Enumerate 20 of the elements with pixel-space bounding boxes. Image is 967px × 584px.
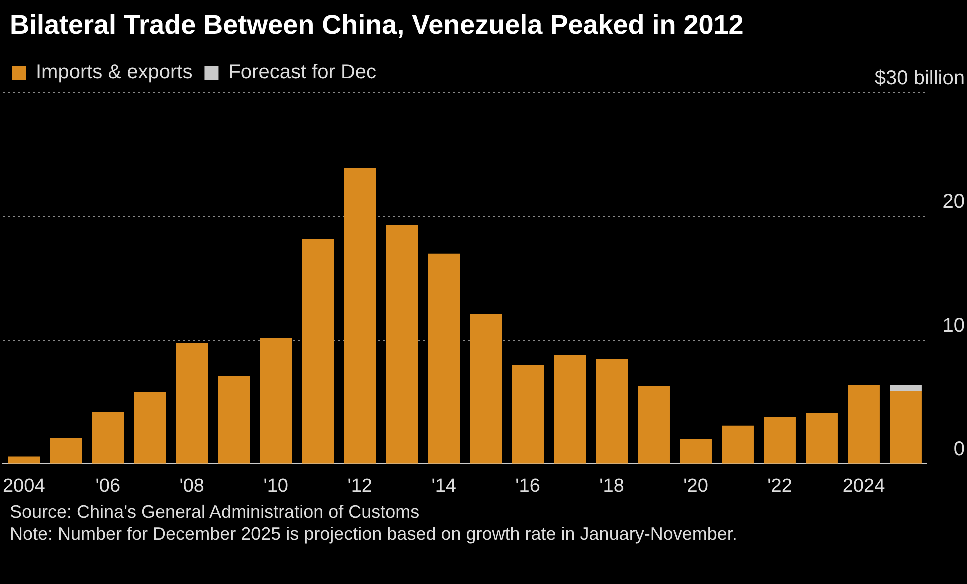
x-tick-label: '14 bbox=[432, 476, 457, 497]
x-tick-label: '10 bbox=[264, 476, 288, 497]
source-note: Source: China's General Administration of Customs bbox=[10, 501, 421, 523]
x-tick-label: '06 bbox=[96, 476, 121, 497]
x-tick-label: '20 bbox=[684, 476, 708, 497]
chart-title: Bilateral Trade Between China, Venezuela Peaked in 2012 bbox=[9, 9, 745, 41]
x-tick-label: '12 bbox=[348, 476, 372, 497]
y-tick-label: $30 billion bbox=[874, 68, 965, 90]
text: Note: Number for December 2025 is projection based on growth rate in January-November. bbox=[10, 523, 738, 545]
legend-label: Imports & exports bbox=[36, 62, 193, 84]
legend-label: Forecast for Dec bbox=[228, 62, 377, 84]
x-tick-label: 2024 bbox=[842, 476, 886, 497]
x-tick-label: '08 bbox=[180, 476, 204, 497]
x-tick-label: '22 bbox=[768, 476, 792, 497]
y-tick-label: 20 bbox=[942, 191, 965, 214]
y-tick-label: 0 bbox=[954, 438, 965, 461]
y-tick-label: 10 bbox=[942, 314, 965, 337]
x-tick-label: '16 bbox=[516, 476, 540, 497]
x-tick-label: 2004 bbox=[2, 476, 46, 497]
x-tick-label: '18 bbox=[600, 476, 624, 497]
